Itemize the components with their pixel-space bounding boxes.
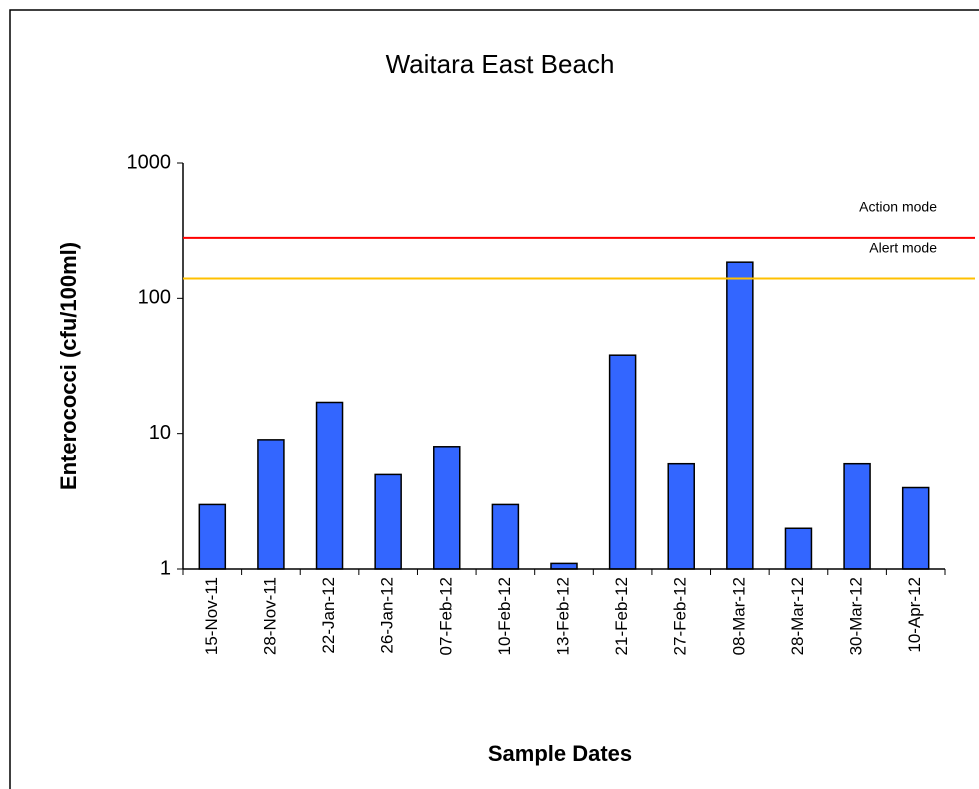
y-tick-label: 100 [138,287,171,309]
bar [315,401,344,570]
y-tick-label: 1000 [127,151,172,173]
chart-title: Waitara East Beach [386,49,615,79]
x-tick-label: 28-Mar-12 [788,577,807,655]
x-tick-label: 13-Feb-12 [553,577,572,655]
bar [784,527,813,570]
x-tick-label: 27-Feb-12 [671,577,690,655]
chart-frame [9,9,979,789]
x-tick-label: 28-Nov-11 [260,577,279,655]
x-tick-label: 10-Feb-12 [495,577,514,655]
bar [491,503,520,570]
x-tick-label: 22-Jan-12 [319,577,338,654]
reference-label: Action mode [859,199,937,215]
bar [608,354,637,570]
bar [433,446,461,570]
x-axis-title: Sample Dates [488,741,632,766]
x-tick-label: 26-Jan-12 [378,577,397,654]
bar [667,462,695,570]
x-tick-label: 15-Nov-11 [202,577,221,655]
y-tick-label: 1 [160,557,171,579]
bar [374,473,402,570]
bar [901,486,930,570]
x-tick-label: 21-Feb-12 [612,577,631,655]
bar [257,439,285,570]
reference-label: Alert mode [869,239,937,255]
y-tick-label: 10 [149,422,171,444]
bar [550,562,578,570]
x-tick-label: 30-Mar-12 [847,577,866,655]
x-tick-label: 08-Mar-12 [729,577,748,655]
bar [726,261,754,570]
x-tick-label: 10-Apr-12 [905,577,924,653]
x-tick-label: 07-Feb-12 [436,577,455,655]
bar [198,503,227,570]
bar [843,462,871,570]
y-axis-title: Enterococci (cfu/100ml) [56,242,81,490]
